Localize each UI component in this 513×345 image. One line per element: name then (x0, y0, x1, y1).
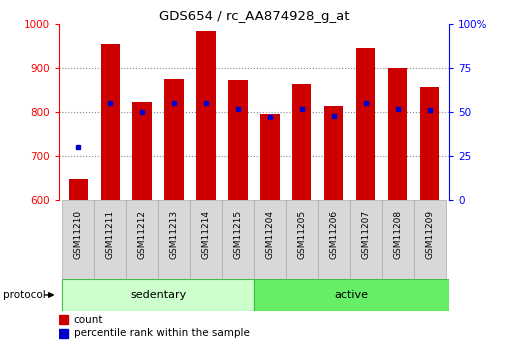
Bar (413, 200, 446, 279)
Bar (165, 79, 184, 200)
Bar (62, 200, 94, 279)
Text: protocol: protocol (3, 290, 45, 300)
Bar (254, 200, 286, 279)
Bar (228, 80, 248, 200)
Bar (132, 102, 152, 200)
Text: GSM11206: GSM11206 (329, 210, 339, 259)
Bar (292, 84, 311, 200)
Bar (318, 200, 350, 279)
Text: GSM11215: GSM11215 (233, 210, 243, 259)
Text: GSM11207: GSM11207 (361, 210, 370, 259)
Text: count: count (74, 315, 103, 325)
Bar (350, 200, 382, 279)
Text: GSM11213: GSM11213 (169, 210, 179, 259)
Bar (94, 200, 126, 279)
Bar (190, 200, 222, 279)
Title: GDS654 / rc_AA874928_g_at: GDS654 / rc_AA874928_g_at (159, 10, 349, 23)
Text: GSM11211: GSM11211 (106, 210, 114, 259)
Text: GSM11205: GSM11205 (298, 210, 306, 259)
Bar (260, 114, 280, 200)
Bar (356, 48, 376, 200)
Bar (324, 106, 343, 200)
Bar (158, 200, 190, 279)
Bar (69, 179, 88, 200)
Text: GSM11212: GSM11212 (137, 210, 147, 259)
Text: GSM11209: GSM11209 (425, 210, 434, 259)
Text: GSM11204: GSM11204 (265, 210, 274, 259)
Text: percentile rank within the sample: percentile rank within the sample (74, 328, 250, 338)
Text: active: active (334, 290, 368, 300)
Bar (382, 200, 413, 279)
Bar (101, 45, 120, 200)
Text: GSM11208: GSM11208 (393, 210, 402, 259)
Bar (388, 68, 407, 200)
Bar (420, 87, 439, 200)
Bar (126, 200, 158, 279)
Bar (254, 279, 449, 311)
Bar (222, 200, 254, 279)
Bar (196, 31, 215, 200)
Bar (59, 315, 68, 324)
Text: GSM11210: GSM11210 (74, 210, 83, 259)
Bar (286, 200, 318, 279)
Bar (59, 328, 68, 338)
Bar (62, 279, 254, 311)
Text: sedentary: sedentary (130, 290, 186, 300)
Text: GSM11214: GSM11214 (202, 210, 210, 259)
